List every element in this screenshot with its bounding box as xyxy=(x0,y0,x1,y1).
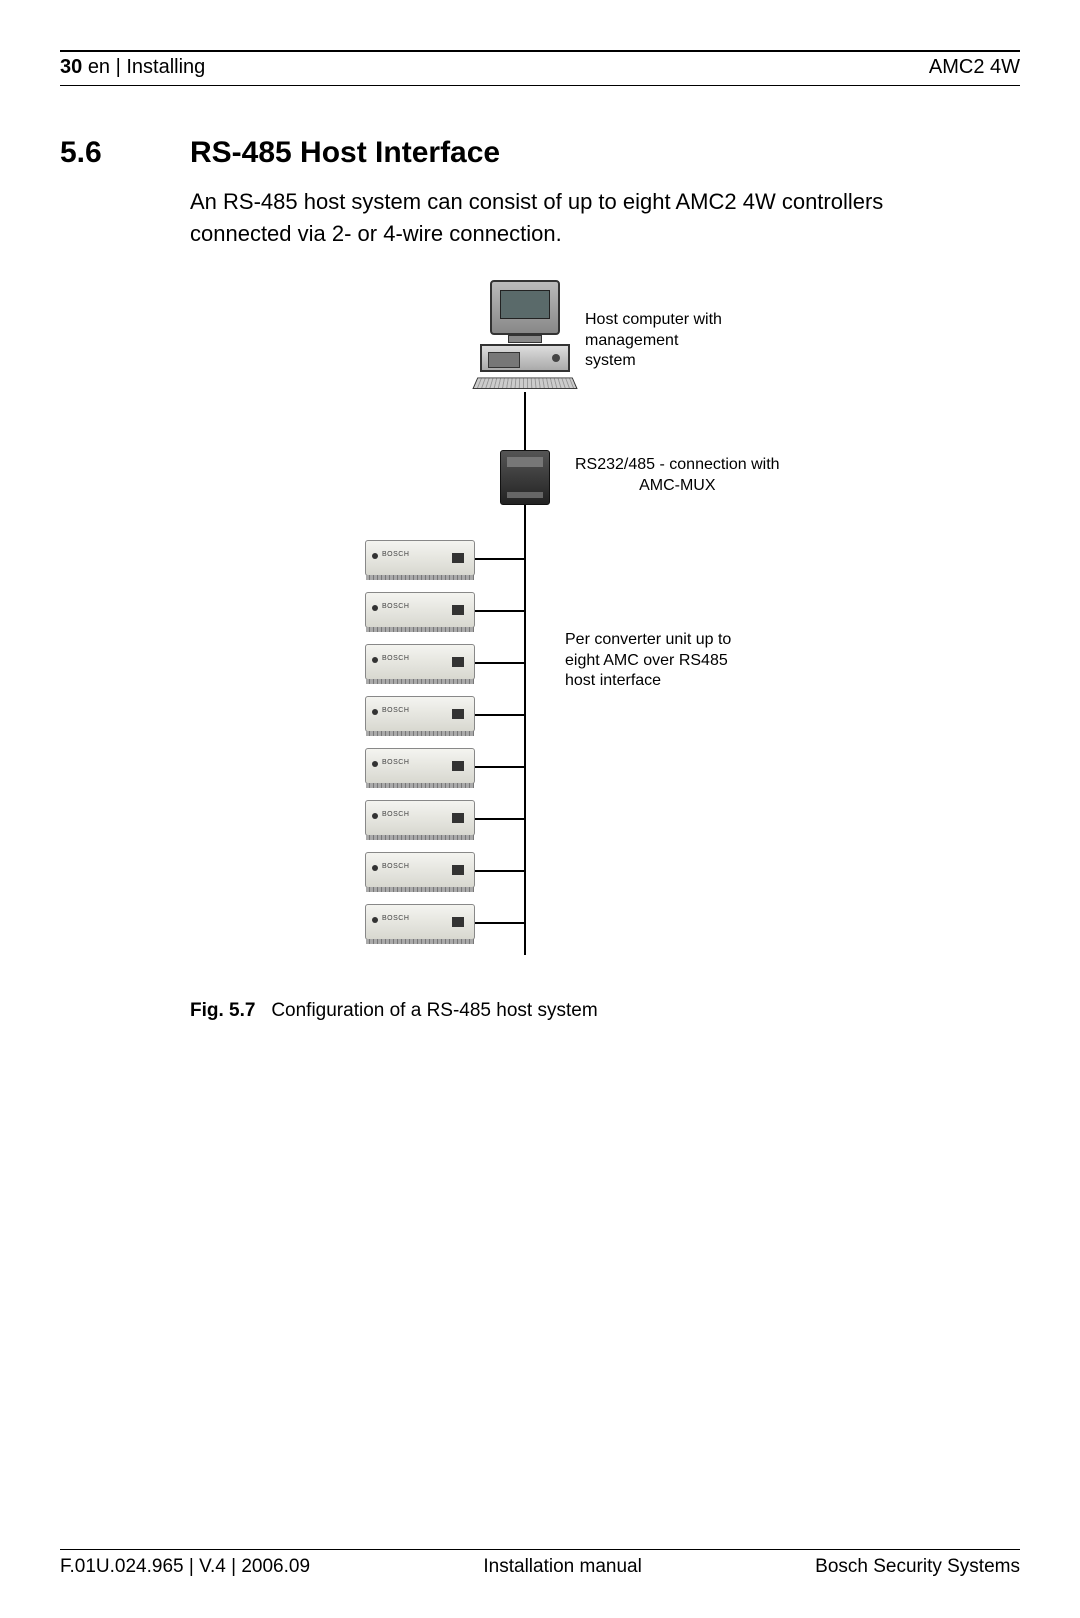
label-converter: RS232/485 - connection with AMC-MUX xyxy=(575,455,780,497)
amc-controller-icon xyxy=(365,696,475,732)
host-monitor-icon xyxy=(490,280,560,335)
bus-line-top xyxy=(524,392,526,450)
page-number: 30 xyxy=(60,56,82,78)
amc-controller-icon xyxy=(365,592,475,628)
amc-controller-icon xyxy=(365,800,475,836)
bus-stub xyxy=(475,714,525,716)
label-conv-l1: RS232/485 - connection with xyxy=(575,456,780,473)
bus-stub xyxy=(475,766,525,768)
bus-stub xyxy=(475,662,525,664)
bus-stub xyxy=(475,558,525,560)
bus-stub xyxy=(475,818,525,820)
header-product: AMC2 4W xyxy=(929,56,1020,79)
host-monitor-base-icon xyxy=(508,335,542,343)
bus-line-main xyxy=(524,505,526,955)
label-bus-l2: eight AMC over RS485 xyxy=(565,652,728,669)
host-tower-icon xyxy=(480,344,570,372)
converter-icon xyxy=(500,450,550,505)
section-paragraph: An RS-485 host system can consist of up … xyxy=(190,186,970,250)
figure-text: Configuration of a RS-485 host system xyxy=(271,1000,597,1021)
bus-stub xyxy=(475,610,525,612)
label-host-l3: system xyxy=(585,352,636,369)
footer-left: F.01U.024.965 | V.4 | 2006.09 xyxy=(60,1556,310,1578)
label-bus-l1: Per converter unit up to xyxy=(565,631,731,648)
label-bus-l3: host interface xyxy=(565,672,661,689)
page-header: 30 en | Installing AMC2 4W xyxy=(60,56,1020,86)
section-title: RS-485 Host Interface xyxy=(190,136,500,170)
label-host-l1: Host computer with xyxy=(585,311,722,328)
amc-controller-icon xyxy=(365,852,475,888)
figure-label: Fig. 5.7 xyxy=(190,1000,255,1021)
bus-stub xyxy=(475,922,525,924)
label-host-l2: management xyxy=(585,332,678,349)
amc-controller-icon xyxy=(365,748,475,784)
header-lang-section: en | Installing xyxy=(88,56,206,78)
label-conv-l2: AMC-MUX xyxy=(575,476,780,497)
footer-center: Installation manual xyxy=(483,1556,641,1578)
bus-stub xyxy=(475,870,525,872)
amc-controller-icon xyxy=(365,540,475,576)
footer-right: Bosch Security Systems xyxy=(815,1556,1020,1578)
amc-controller-icon xyxy=(365,904,475,940)
figure-caption: Fig. 5.7 Configuration of a RS-485 host … xyxy=(190,1000,1020,1022)
page-footer: F.01U.024.965 | V.4 | 2006.09 Installati… xyxy=(60,1549,1020,1578)
label-bus: Per converter unit up to eight AMC over … xyxy=(565,630,731,692)
label-host: Host computer with management system xyxy=(585,310,722,372)
amc-controller-icon xyxy=(365,644,475,680)
section-number: 5.6 xyxy=(60,136,190,170)
header-left: 30 en | Installing xyxy=(60,56,205,79)
diagram: Host computer with management system RS2… xyxy=(190,280,970,980)
host-keyboard-icon xyxy=(472,377,577,388)
